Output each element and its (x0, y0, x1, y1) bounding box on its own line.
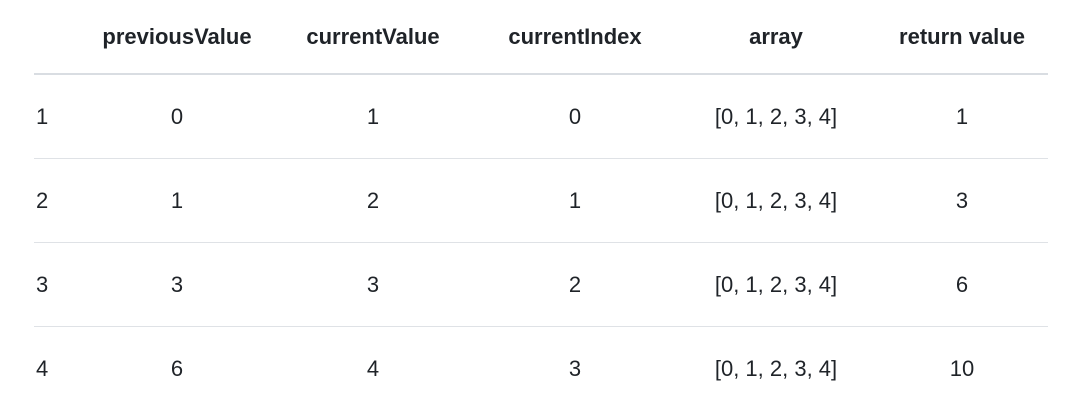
cell-current-value: 4 (366, 355, 380, 381)
table-row: 3 3 3 2 [0, 1, 2, 3, 4] 6 (34, 242, 1048, 327)
header-array: array (676, 0, 876, 75)
header-previous-value: previousValue (82, 0, 272, 75)
cell-previous-value: 6 (170, 355, 184, 381)
cell-array: [0, 1, 2, 3, 4] (714, 355, 838, 381)
header-current-value: currentValue (272, 0, 474, 75)
row-number: 2 (34, 158, 82, 243)
table-body: 1 0 1 0 [0, 1, 2, 3, 4] 1 2 1 2 1 [0, 1,… (34, 74, 1048, 410)
cell-previous-value: 1 (82, 158, 272, 243)
cell-current-index: 1 (474, 158, 676, 243)
cell-array: [0, 1, 2, 3, 4] (676, 242, 876, 327)
header-current-index: currentIndex (474, 0, 676, 75)
cell-return-value: 6 (876, 242, 1048, 327)
cell-current-index: 3 (568, 355, 582, 381)
cell-current-index: 0 (474, 74, 676, 159)
table-header: previousValue currentValue currentIndex … (34, 0, 1048, 75)
header-index (34, 0, 82, 75)
header-row: previousValue currentValue currentIndex … (34, 0, 1048, 75)
cell-current-value: 2 (272, 158, 474, 243)
header-return-value: return value (876, 0, 1048, 75)
cell-return-value: 3 (876, 158, 1048, 243)
cell-array: [0, 1, 2, 3, 4] (676, 158, 876, 243)
cell-array: [0, 1, 2, 3, 4] (676, 74, 876, 159)
cell-current-value: 1 (272, 74, 474, 159)
reduce-steps-table: previousValue currentValue currentIndex … (34, 0, 1048, 410)
cell-current-index: 2 (474, 242, 676, 327)
table-row: 4 6 4 3 [0, 1, 2, 3, 4] 10 (34, 327, 1048, 411)
row-number: 1 (34, 74, 82, 159)
cell-return-value: 1 (876, 74, 1048, 159)
table-row: 1 0 1 0 [0, 1, 2, 3, 4] 1 (34, 74, 1048, 159)
row-number: 3 (34, 242, 82, 327)
table-row: 2 1 2 1 [0, 1, 2, 3, 4] 3 (34, 158, 1048, 243)
cell-current-value: 3 (272, 242, 474, 327)
cell-previous-value: 3 (82, 242, 272, 327)
row-number: 4 (36, 355, 49, 381)
cell-previous-value: 0 (82, 74, 272, 159)
cell-return-value: 10 (949, 355, 975, 381)
